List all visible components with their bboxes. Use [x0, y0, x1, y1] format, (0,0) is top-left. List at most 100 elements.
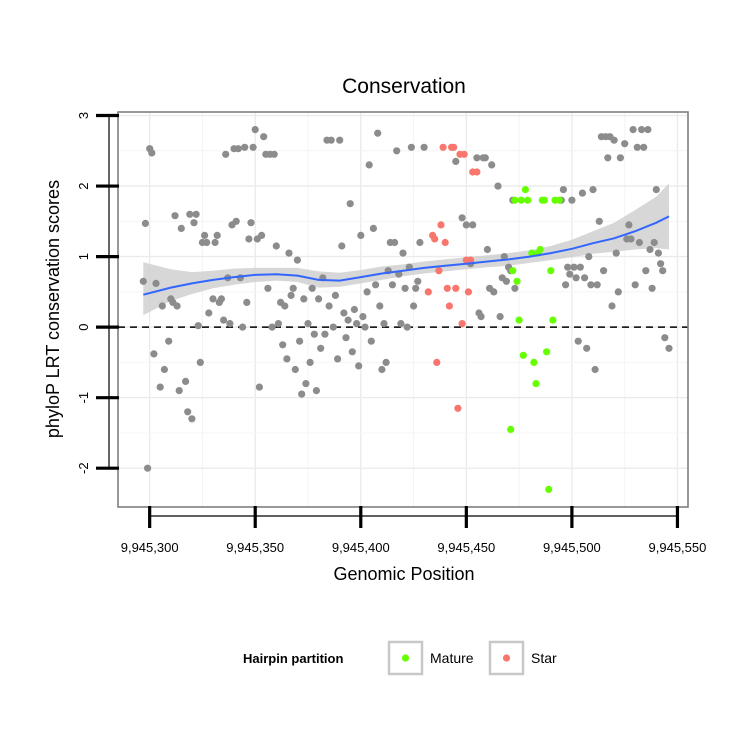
data-point-other: [494, 182, 502, 190]
data-point-other: [226, 320, 234, 328]
data-point-mature: [536, 245, 544, 254]
data-point-mature: [515, 316, 523, 324]
data-point-other: [274, 320, 282, 328]
data-point-other: [289, 284, 297, 292]
data-point-other: [633, 143, 641, 151]
x-tick-label: 9,945,300: [121, 540, 179, 555]
plot-background: [118, 112, 688, 507]
data-point-other: [589, 186, 597, 194]
data-point-other: [196, 358, 204, 366]
data-point-other: [490, 288, 498, 296]
data-point-star: [473, 168, 481, 176]
data-point-other: [496, 313, 504, 321]
data-point-other: [616, 154, 625, 162]
data-point-other: [184, 408, 192, 416]
data-point-other: [291, 365, 299, 374]
y-tick-label: -1: [76, 392, 91, 404]
data-point-other: [600, 267, 608, 275]
data-point-star: [435, 267, 443, 275]
data-point-other: [559, 186, 568, 194]
data-point-other: [150, 350, 158, 358]
data-point-mature: [521, 186, 530, 194]
data-point-other: [420, 143, 428, 151]
data-point-other: [452, 157, 460, 165]
data-point-other: [635, 238, 644, 247]
data-point-mature: [513, 277, 521, 285]
data-point-other: [414, 277, 422, 285]
series-other: [139, 126, 673, 472]
data-point-other: [249, 143, 257, 151]
x-tick-label: 9,945,400: [332, 540, 390, 555]
data-point-other: [374, 129, 382, 137]
data-point-other: [587, 281, 595, 289]
data-point-other: [239, 323, 247, 331]
data-point-other: [644, 126, 652, 134]
data-point-other: [614, 288, 622, 296]
data-point-mature: [532, 380, 540, 388]
data-point-other: [648, 284, 656, 292]
legend-title: Hairpin partition: [243, 651, 343, 666]
data-point-other: [201, 231, 209, 239]
data-point-other: [583, 344, 591, 352]
data-point-other: [177, 224, 185, 232]
x-axis-title: Genomic Position: [333, 564, 474, 584]
data-point-other: [175, 387, 183, 395]
data-point-other: [591, 365, 599, 374]
data-point-other: [298, 390, 306, 398]
data-point-other: [190, 219, 198, 227]
x-tick-label: 9,945,350: [226, 540, 284, 555]
data-point-other: [232, 217, 240, 225]
data-point-star: [445, 302, 453, 310]
data-point-other: [247, 219, 255, 227]
data-point-other: [369, 224, 377, 232]
data-point-other: [572, 274, 580, 282]
data-point-mature: [517, 196, 525, 204]
data-point-other: [357, 231, 365, 239]
data-point-other: [144, 464, 152, 472]
data-point-other: [300, 295, 308, 303]
data-point-other: [412, 284, 420, 292]
data-point-other: [458, 214, 466, 222]
data-point-other: [325, 302, 333, 310]
data-point-other: [331, 291, 339, 299]
data-point-other: [638, 126, 646, 134]
data-point-other: [160, 365, 168, 374]
data-points: [139, 126, 673, 493]
data-point-other: [595, 217, 603, 225]
data-point-other: [213, 231, 221, 239]
y-tick-label: 1: [76, 253, 91, 260]
data-point-star: [424, 288, 432, 296]
data-point-other: [570, 263, 578, 271]
data-point-mature: [547, 267, 555, 275]
data-point-other: [462, 221, 470, 229]
data-point-other: [511, 284, 519, 292]
y-axis: -2 -1 0 1 2 3: [76, 112, 119, 474]
data-point-other: [500, 253, 508, 261]
data-point-other: [365, 161, 373, 169]
y-axis-title: phyloP LRT conservation scores: [43, 180, 63, 438]
data-point-other: [625, 221, 633, 229]
x-tick-label: 9,945,550: [649, 540, 707, 555]
data-point-other: [285, 249, 293, 257]
legend-key-mature: [387, 640, 424, 676]
data-point-other: [391, 238, 399, 247]
data-point-other: [585, 253, 593, 261]
data-point-star: [450, 143, 458, 151]
data-point-mature: [507, 425, 515, 433]
data-point-other: [279, 341, 287, 349]
data-point-mature: [530, 358, 538, 366]
data-point-other: [293, 256, 301, 264]
data-point-other: [302, 380, 310, 388]
data-point-other: [268, 323, 276, 331]
data-point-other: [502, 277, 510, 285]
data-point-other: [359, 313, 367, 321]
data-point-other: [281, 302, 289, 310]
data-point-other: [270, 150, 278, 158]
chart-title: Conservation: [342, 75, 466, 98]
data-point-other: [361, 323, 369, 331]
data-point-other: [194, 322, 202, 330]
data-point-mature: [545, 485, 553, 493]
legend-label-mature: Mature: [430, 650, 474, 666]
data-point-other: [367, 337, 375, 345]
